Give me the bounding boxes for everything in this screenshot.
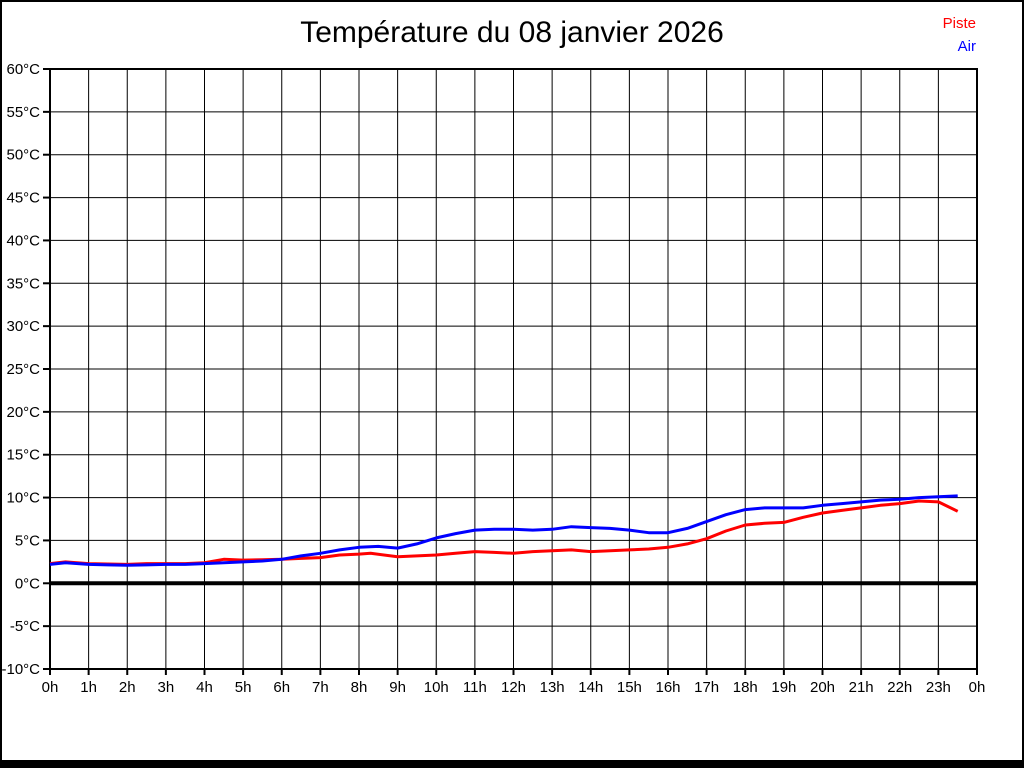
x-tick-label: 2h xyxy=(119,679,136,696)
x-tick-label: 11h xyxy=(463,679,487,696)
x-tick-label: 4h xyxy=(196,679,213,696)
x-tick-label: 18h xyxy=(733,679,758,696)
x-tick-label: 1h xyxy=(80,679,97,696)
y-tick-label: 20°C xyxy=(6,404,40,421)
y-tick-label: 0°C xyxy=(15,575,40,592)
x-tick-label: 23h xyxy=(926,679,951,696)
x-tick-label: 22h xyxy=(887,679,912,696)
y-tick-label: 50°C xyxy=(6,147,40,164)
legend-item-piste: Piste xyxy=(942,15,976,32)
y-tick-label: 55°C xyxy=(6,104,40,121)
y-tick-label: 10°C xyxy=(6,490,40,507)
x-tick-label: 6h xyxy=(273,679,290,696)
y-tick-label: -5°C xyxy=(10,618,40,635)
plot-border xyxy=(49,68,978,670)
legend-item-air: Air xyxy=(957,38,976,55)
x-tick-label: 14h xyxy=(578,679,603,696)
chart-legend: Piste Air xyxy=(943,12,976,58)
y-tick-label: 35°C xyxy=(6,275,40,292)
y-tick-label: 45°C xyxy=(6,190,40,207)
y-tick-label: 5°C xyxy=(15,532,40,549)
series-line-piste xyxy=(49,499,959,566)
x-tick-label: 20h xyxy=(810,679,835,696)
x-tick-label: 0h xyxy=(969,679,986,696)
x-tick-label: 3h xyxy=(158,679,175,696)
series-line-air xyxy=(49,494,958,567)
y-tick-label: 30°C xyxy=(6,318,40,335)
y-tick-label: 25°C xyxy=(6,361,40,378)
x-tick-label: 8h xyxy=(351,679,368,696)
x-tick-label: 12h xyxy=(501,679,526,696)
x-tick-label: 0h xyxy=(42,679,59,696)
x-tick-label: 9h xyxy=(389,679,406,696)
x-tick-label: 5h xyxy=(235,679,252,696)
y-tick-label: 40°C xyxy=(6,232,40,249)
x-tick-label: 17h xyxy=(694,679,719,696)
chart-title: Température du 08 janvier 2026 xyxy=(300,16,724,49)
y-tick-label: 15°C xyxy=(6,447,40,464)
y-tick-label: -10°C xyxy=(2,661,40,678)
x-tick-label: 16h xyxy=(655,679,680,696)
x-tick-label: 21h xyxy=(849,679,874,696)
x-tick-label: 13h xyxy=(540,679,565,696)
x-tick-label: 10h xyxy=(424,679,449,696)
y-tick-label: 60°C xyxy=(6,61,40,78)
x-tick-label: 19h xyxy=(771,679,796,696)
x-tick-label: 7h xyxy=(312,679,329,696)
x-tick-label: 15h xyxy=(617,679,642,696)
